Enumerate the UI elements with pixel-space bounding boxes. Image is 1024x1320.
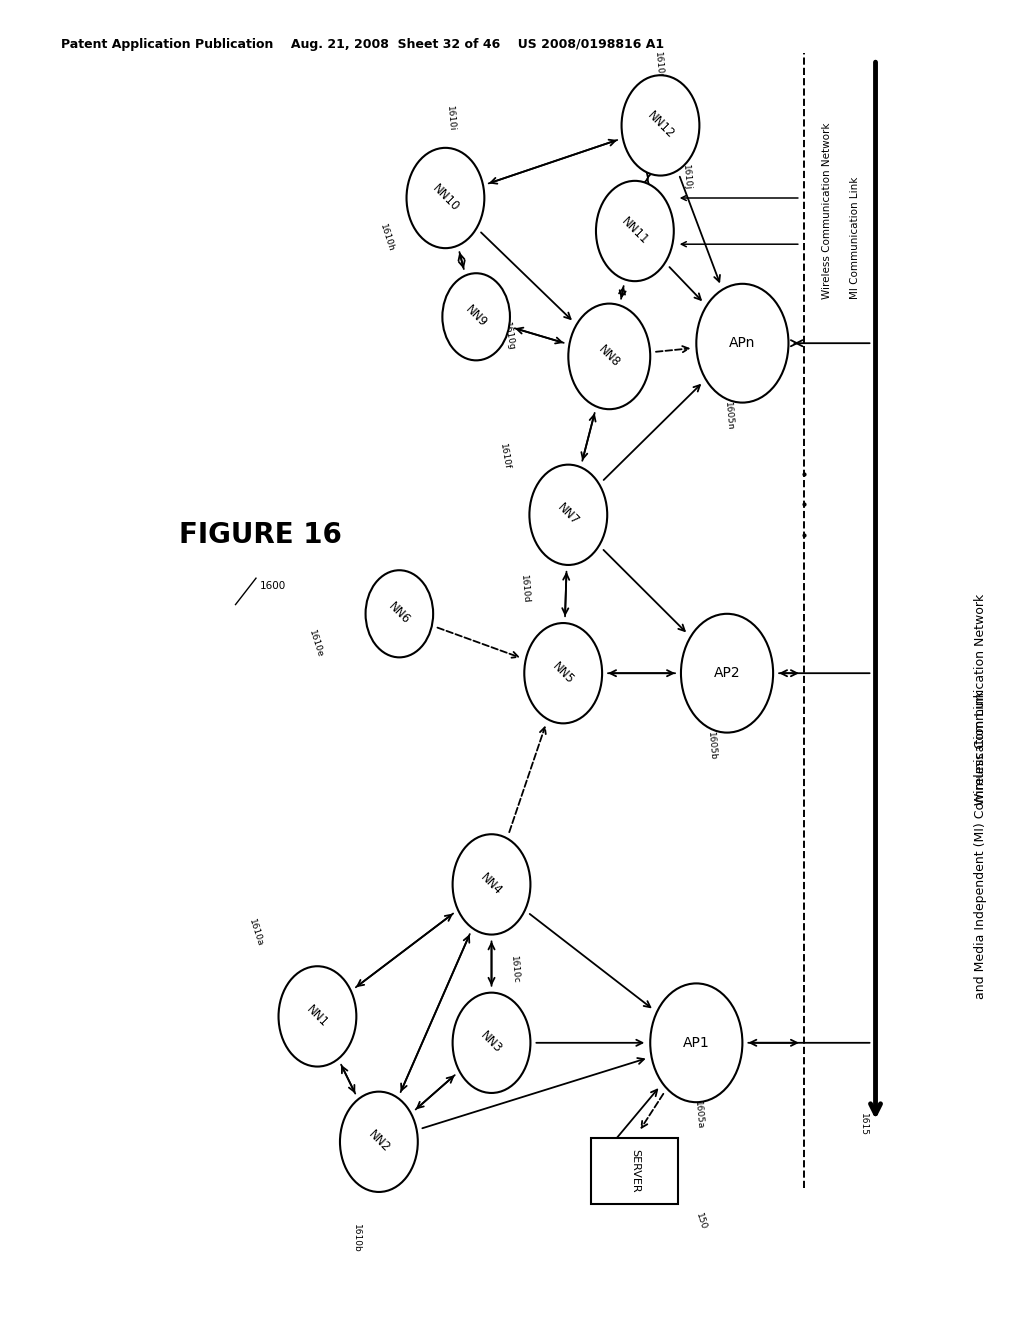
Text: 1610j: 1610j	[681, 164, 691, 190]
Text: NN2: NN2	[366, 1129, 392, 1155]
Text: Wireless Communication Network: Wireless Communication Network	[822, 123, 833, 300]
Text: NN7: NN7	[555, 502, 582, 528]
Text: NN9: NN9	[463, 304, 489, 330]
Text: AP2: AP2	[714, 667, 740, 680]
Text: 1610h: 1610h	[378, 223, 396, 252]
Text: NN11: NN11	[618, 215, 651, 247]
Text: 1610c: 1610c	[509, 956, 521, 985]
Circle shape	[453, 834, 530, 935]
Text: 1610e: 1610e	[307, 630, 324, 659]
Circle shape	[524, 623, 602, 723]
Text: 1605b: 1605b	[706, 731, 718, 760]
Circle shape	[407, 148, 484, 248]
Circle shape	[568, 304, 650, 409]
Text: 1610i: 1610i	[445, 106, 456, 132]
Text: NN8: NN8	[596, 343, 623, 370]
Text: SERVER: SERVER	[630, 1148, 640, 1193]
Text: 1600: 1600	[260, 581, 287, 591]
Text: and Media Independent (MI) Communication Link: and Media Independent (MI) Communication…	[975, 690, 987, 999]
Circle shape	[529, 465, 607, 565]
Text: FIGURE 16: FIGURE 16	[179, 520, 342, 549]
Circle shape	[622, 75, 699, 176]
Text: 1610b: 1610b	[352, 1224, 360, 1253]
Text: NN1: NN1	[304, 1003, 331, 1030]
Text: AP1: AP1	[683, 1036, 710, 1049]
Circle shape	[366, 570, 433, 657]
Text: 1610g: 1610g	[502, 322, 516, 351]
Text: 1605a: 1605a	[692, 1101, 705, 1130]
Text: NN12: NN12	[644, 110, 677, 141]
Circle shape	[340, 1092, 418, 1192]
Circle shape	[453, 993, 530, 1093]
Circle shape	[442, 273, 510, 360]
Text: NN5: NN5	[550, 660, 577, 686]
Text: 150: 150	[694, 1212, 709, 1230]
Text: 1610a: 1610a	[248, 919, 264, 948]
Text: 1610n: 1610n	[652, 51, 665, 81]
Circle shape	[696, 284, 788, 403]
Text: MI Communication Link: MI Communication Link	[850, 177, 860, 298]
Text: NN4: NN4	[478, 871, 505, 898]
Circle shape	[279, 966, 356, 1067]
Text: 1605n: 1605n	[723, 401, 735, 430]
Text: APn: APn	[729, 337, 756, 350]
Text: NN10: NN10	[429, 182, 462, 214]
Text: 1610d: 1610d	[518, 574, 530, 603]
Text: NN3: NN3	[478, 1030, 505, 1056]
Text: 1615: 1615	[859, 1113, 867, 1137]
Text: Patent Application Publication    Aug. 21, 2008  Sheet 32 of 46    US 2008/01988: Patent Application Publication Aug. 21, …	[61, 38, 665, 51]
Bar	[592, 1138, 678, 1204]
Circle shape	[650, 983, 742, 1102]
Circle shape	[681, 614, 773, 733]
Circle shape	[596, 181, 674, 281]
Text: NN6: NN6	[386, 601, 413, 627]
Text: Wireless Communication Network: Wireless Communication Network	[975, 594, 987, 805]
Text: 1610f: 1610f	[498, 444, 512, 470]
